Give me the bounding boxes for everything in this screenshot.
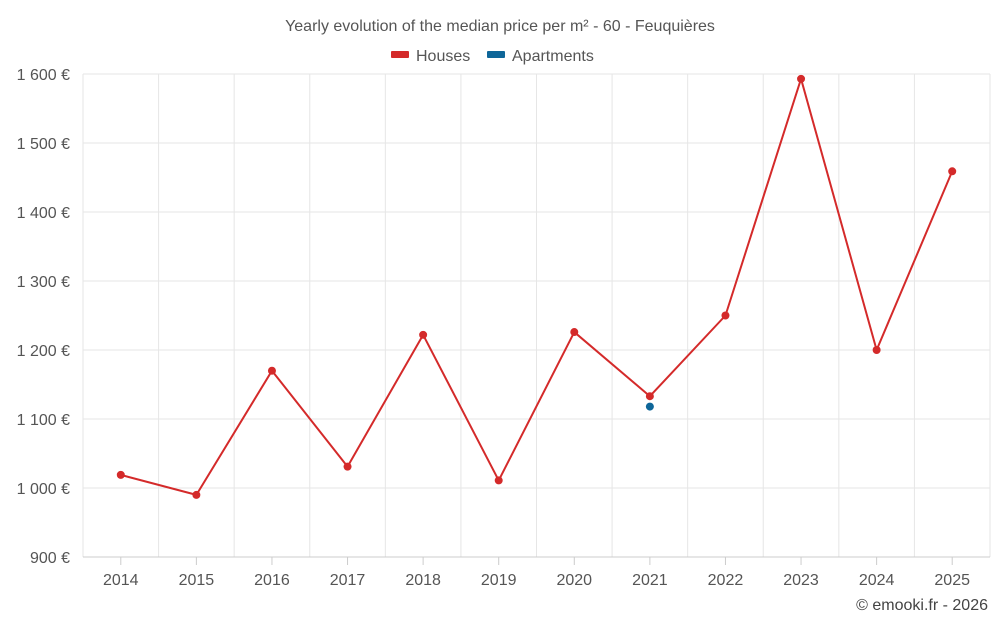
- x-tick-label: 2016: [254, 572, 290, 589]
- plot-area: [116, 74, 957, 499]
- legend-swatch-apartments: [487, 51, 505, 58]
- data-point-houses-2014[interactable]: [116, 470, 125, 479]
- y-tick-label: 1 200 €: [17, 343, 70, 360]
- legend: Houses Apartments: [391, 48, 594, 65]
- y-axis: 900 € 1 000 € 1 100 € 1 200 € 1 300 € 1 400 €…: [17, 67, 70, 567]
- y-tick-label: 1 600 €: [17, 67, 70, 84]
- data-point-houses-2022[interactable]: [721, 311, 730, 320]
- x-tick-label: 2014: [103, 572, 139, 589]
- x-tick-label: 2022: [708, 572, 744, 589]
- grid: [82, 73, 991, 558]
- x-tick-label: 2024: [859, 572, 895, 589]
- x-tick-label: 2023: [783, 572, 819, 589]
- data-point-houses-2019[interactable]: [494, 476, 503, 485]
- x-tick-label: 2017: [330, 572, 366, 589]
- x-tick-label: 2018: [405, 572, 441, 589]
- y-tick-label: 1 000 €: [17, 481, 70, 498]
- credit-text: © emooki.fr - 2026: [856, 597, 988, 614]
- data-point-houses-2017[interactable]: [343, 462, 352, 471]
- x-tick-label: 2025: [934, 572, 970, 589]
- x-tick-label: 2015: [179, 572, 215, 589]
- x-axis: 2014 2015 2016 2017 2018 2019 2020 2021 2022 2023…: [103, 557, 970, 589]
- data-point-houses-2024[interactable]: [872, 346, 881, 354]
- y-tick-label: 1 100 €: [17, 412, 70, 429]
- legend-swatch-houses: [391, 51, 409, 58]
- x-tick-label: 2021: [632, 572, 668, 589]
- data-point-houses-2018[interactable]: [419, 330, 428, 339]
- y-tick-label: 1 400 €: [17, 205, 70, 222]
- data-point-houses-2020[interactable]: [570, 328, 579, 337]
- legend-label-houses[interactable]: Houses: [416, 48, 470, 65]
- data-point-houses-2023[interactable]: [797, 74, 806, 83]
- data-point-houses-2016[interactable]: [267, 366, 276, 375]
- y-tick-label: 1 300 €: [17, 274, 70, 291]
- y-tick-label: 1 500 €: [17, 136, 70, 153]
- y-tick-label: 900 €: [30, 550, 70, 567]
- legend-label-apartments[interactable]: Apartments: [512, 48, 594, 65]
- x-tick-label: 2019: [481, 572, 517, 589]
- series-line-houses: [120, 77, 954, 496]
- x-tick-label: 2020: [556, 572, 592, 589]
- data-point-houses-2021[interactable]: [645, 392, 654, 401]
- data-point-houses-2015[interactable]: [192, 490, 201, 499]
- data-point-houses-2025[interactable]: [948, 167, 957, 176]
- data-point-apartments-2021[interactable]: [645, 402, 654, 411]
- chart-title: Yearly evolution of the median price per…: [285, 18, 715, 35]
